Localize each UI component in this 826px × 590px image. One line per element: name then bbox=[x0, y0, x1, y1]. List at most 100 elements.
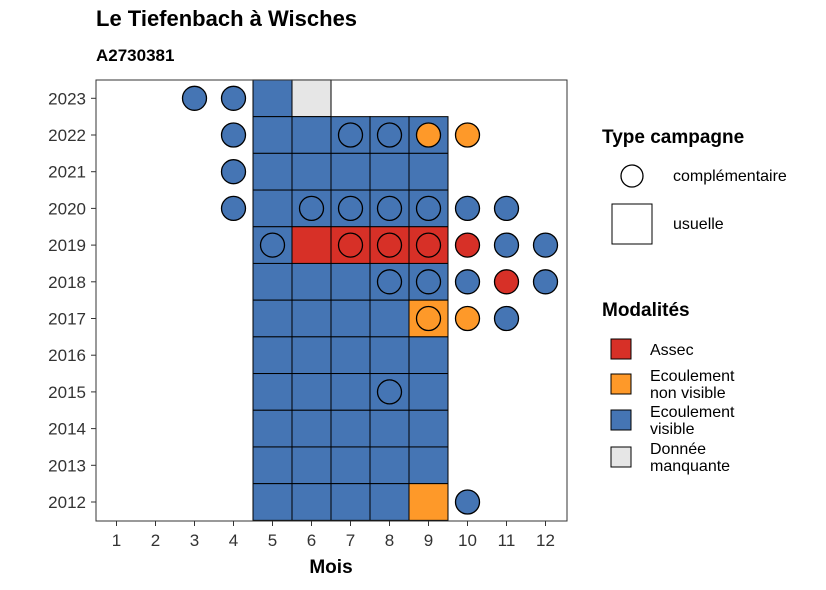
complementaire-point bbox=[220, 195, 247, 222]
x-tick-label: 1 bbox=[112, 531, 121, 550]
usuelle-cell bbox=[408, 409, 449, 448]
usuelle-cell bbox=[291, 446, 332, 485]
usuelle-cell bbox=[369, 299, 410, 338]
complementaire-point bbox=[415, 195, 442, 222]
complementaire-point bbox=[454, 232, 481, 258]
legend-color-swatch bbox=[610, 373, 632, 395]
complementaire-point bbox=[181, 85, 208, 111]
usuelle-cell bbox=[330, 262, 371, 301]
y-tick-label: 2020 bbox=[48, 199, 86, 218]
complementaire-point bbox=[337, 232, 364, 258]
complementaire-point bbox=[337, 195, 364, 222]
legend-shape-label: complémentaire bbox=[673, 168, 787, 185]
complementaire-point bbox=[454, 195, 481, 222]
complementaire-point bbox=[493, 305, 520, 332]
usuelle-cell bbox=[330, 373, 371, 411]
chart-title: Le Tiefenbach à Wisches bbox=[96, 6, 358, 31]
complementaire-point bbox=[493, 269, 520, 295]
plot-border bbox=[95, 79, 568, 522]
complementaire-point bbox=[454, 489, 481, 515]
complementaire-point bbox=[376, 269, 403, 295]
chart-subtitle: A2730381 bbox=[96, 46, 175, 65]
legend-color-label: Ecoulement bbox=[650, 404, 735, 421]
complementaire-point bbox=[298, 195, 325, 222]
usuelle-cell bbox=[252, 116, 293, 154]
usuelle-cell bbox=[291, 226, 332, 264]
usuelle-cell bbox=[330, 336, 371, 375]
usuelle-cell bbox=[252, 409, 293, 448]
legend-color-label: Assec bbox=[650, 342, 694, 359]
legend-color-label: manquante bbox=[650, 458, 730, 475]
x-tick-label: 8 bbox=[385, 531, 394, 550]
usuelle-cell bbox=[369, 409, 410, 448]
y-tick-label: 2018 bbox=[48, 273, 86, 292]
y-tick-label: 2017 bbox=[48, 310, 86, 329]
y-tick-label: 2016 bbox=[48, 346, 86, 365]
usuelle-cell bbox=[330, 446, 371, 485]
legend-color-swatch bbox=[610, 446, 632, 468]
y-axis: 2012 2013 2014 2015 2016 2017 2018 2019 2020 2021… bbox=[48, 89, 96, 512]
y-tick-label: 2015 bbox=[48, 383, 86, 402]
usuelle-cell bbox=[369, 446, 410, 485]
usuelle-cell bbox=[291, 373, 332, 411]
x-tick-label: 10 bbox=[458, 531, 477, 550]
complementaire-point bbox=[337, 122, 364, 148]
complementaire-point bbox=[493, 232, 520, 258]
legend-color-swatch bbox=[610, 409, 632, 431]
legend-shape-label: usuelle bbox=[673, 216, 724, 233]
usuelle-cell bbox=[252, 483, 293, 521]
usuelle-cell bbox=[252, 152, 293, 191]
legend-square-key bbox=[611, 203, 653, 245]
complementaire-point bbox=[532, 232, 559, 258]
legend-color-label: visible bbox=[650, 421, 695, 438]
usuelle-cell bbox=[330, 152, 371, 191]
usuelle-cell bbox=[291, 152, 332, 191]
usuelle-cell bbox=[252, 336, 293, 375]
complementaire-point bbox=[220, 122, 247, 148]
y-tick-label: 2014 bbox=[48, 420, 86, 439]
legend-circle-key bbox=[620, 164, 644, 188]
x-tick-label: 11 bbox=[498, 531, 516, 550]
complementaire-point bbox=[376, 232, 403, 258]
x-tick-label: 9 bbox=[424, 531, 433, 550]
legend-type-title: Type campagne bbox=[602, 127, 744, 148]
usuelle-cell bbox=[408, 336, 449, 375]
x-tick-label: 7 bbox=[346, 531, 355, 550]
x-tick-label: 12 bbox=[536, 531, 555, 550]
x-tick-label: 2 bbox=[151, 531, 160, 550]
complementaire-point bbox=[220, 85, 247, 111]
usuelle-cell bbox=[291, 409, 332, 448]
complementaire-point bbox=[376, 195, 403, 222]
complementaire-point bbox=[220, 159, 247, 185]
usuelle-cell bbox=[252, 262, 293, 301]
usuelle-cell bbox=[408, 446, 449, 485]
complementaire-point bbox=[415, 305, 442, 332]
y-tick-label: 2022 bbox=[48, 126, 86, 145]
usuelle-cell bbox=[291, 79, 332, 118]
usuelle-cell bbox=[252, 299, 293, 338]
usuelle-cell bbox=[330, 483, 371, 521]
usuelle-cell bbox=[369, 483, 410, 521]
usuelle-cell bbox=[369, 152, 410, 191]
complementaire-point bbox=[532, 269, 559, 295]
x-tick-label: 5 bbox=[268, 531, 277, 550]
y-tick-label: 2012 bbox=[48, 493, 86, 512]
complementaire-point bbox=[259, 232, 286, 258]
x-axis-title: Mois bbox=[309, 557, 352, 578]
x-tick-label: 3 bbox=[190, 531, 199, 550]
usuelle-cell bbox=[291, 483, 332, 521]
complementaire-point bbox=[415, 122, 442, 148]
legend-color-label: Ecoulement bbox=[650, 368, 735, 385]
usuelle-cell bbox=[252, 446, 293, 485]
complementaire-point bbox=[415, 269, 442, 295]
usuelle-cell bbox=[291, 299, 332, 338]
usuelle-cell bbox=[291, 262, 332, 301]
usuelle-cell bbox=[252, 189, 293, 228]
x-tick-label: 6 bbox=[307, 531, 316, 550]
usuelle-cell bbox=[330, 409, 371, 448]
legend-modalites-title: Modalités bbox=[602, 300, 690, 321]
complementaire-point bbox=[454, 305, 481, 332]
complementaire-point bbox=[376, 379, 403, 405]
